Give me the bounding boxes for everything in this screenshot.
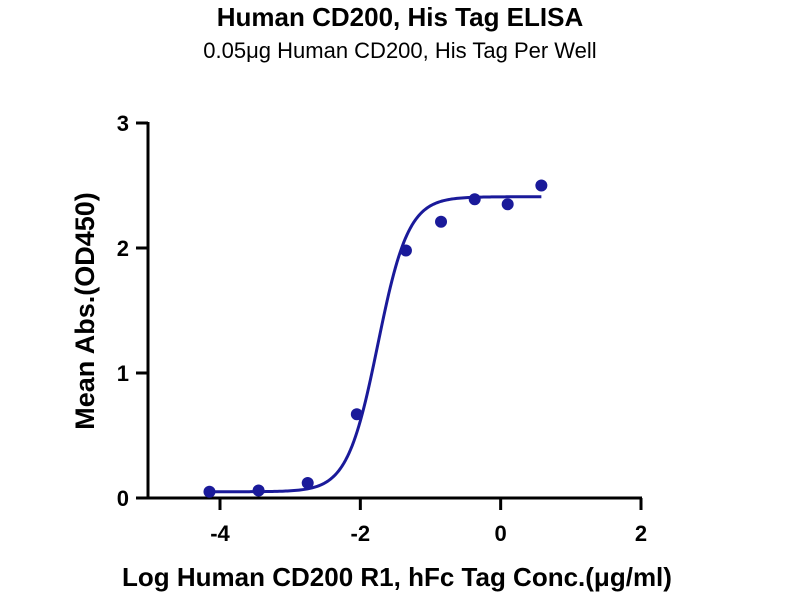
y-tick-label: 2 <box>117 236 129 261</box>
x-tick-label: 2 <box>635 521 647 546</box>
x-tick-label: 0 <box>495 521 507 546</box>
fit-curve <box>209 195 542 494</box>
data-point <box>468 193 481 206</box>
axes <box>146 122 642 500</box>
data-point <box>399 244 412 257</box>
data-point <box>350 408 363 421</box>
data-point <box>252 484 265 497</box>
data-point <box>203 485 216 498</box>
x-tick-label: -4 <box>210 521 230 546</box>
x-tick-label: -2 <box>351 521 371 546</box>
y-tick-label: 1 <box>117 361 129 386</box>
data-point <box>301 477 314 489</box>
y-axis-label: Mean Abs.(OD450) <box>70 192 100 430</box>
data-point <box>435 215 448 228</box>
tick-marks <box>136 121 643 510</box>
data-point <box>501 198 514 211</box>
data-point <box>535 179 548 192</box>
chart-subtitle: 0.05μg Human CD200, His Tag Per Well <box>203 38 597 63</box>
tick-labels: 0 1 2 3 -4 -2 0 2 <box>117 111 647 546</box>
y-tick-label: 3 <box>117 111 129 136</box>
y-tick-label: 0 <box>117 486 129 511</box>
data-points <box>203 179 548 498</box>
x-axis-label: Log Human CD200 R1, hFc Tag Conc.(μg/ml) <box>122 562 672 592</box>
chart-title: Human CD200, His Tag ELISA <box>216 2 584 32</box>
